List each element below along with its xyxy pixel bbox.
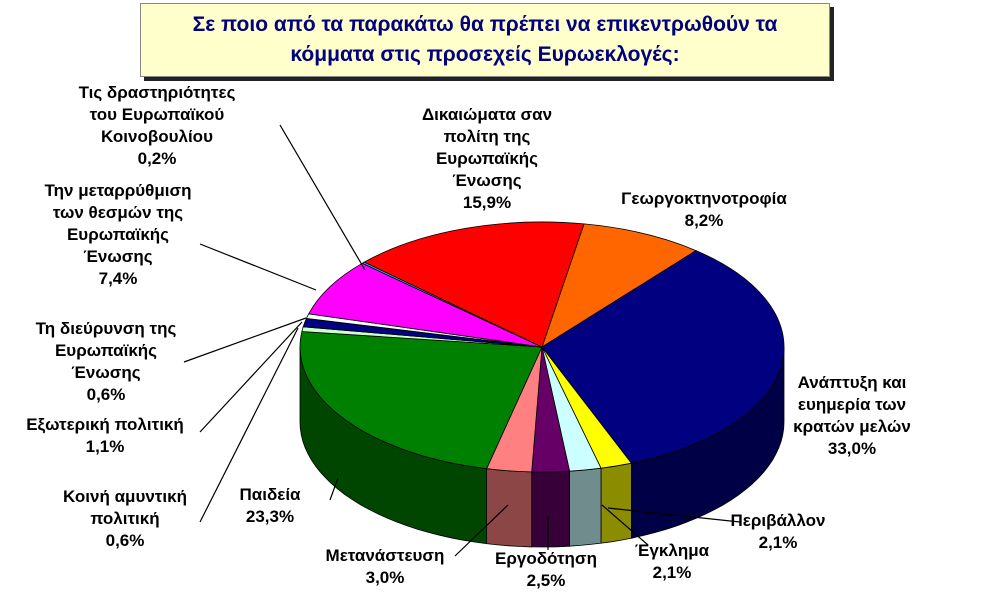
slice-label-line: Τις δραστηριότητες: [78, 83, 236, 102]
leader-line-3: [601, 504, 649, 546]
slice-label-line: Περιβάλλον: [730, 511, 826, 530]
slice-label-line: των θεσμών της: [52, 203, 184, 222]
slice-label-line: Δικαιώματα σαν: [421, 105, 553, 124]
slice-1: [541, 250, 785, 464]
slice-0: [541, 223, 697, 348]
pie-tops: [299, 221, 785, 473]
slice-label-line: του Ευρωπαϊκού: [89, 105, 225, 124]
pie-sides: [299, 346, 785, 548]
slice-label-line: Έγκλημα: [634, 541, 710, 560]
leader-line-5: [454, 504, 509, 557]
slice-percent: 0,6%: [86, 385, 126, 404]
slice-percent: 3,0%: [365, 568, 405, 587]
slice-label-line: Ένωσης: [83, 247, 153, 266]
slice-percent: 1,1%: [85, 437, 125, 456]
slice-label-8: Εξωτερική πολιτική 1,1%: [26, 414, 184, 458]
chart-title: Σε ποιο από τα παρακάτω θα πρέπει να επι…: [140, 3, 830, 77]
slice-label-line: Ευρωπαϊκής: [66, 225, 170, 244]
slice-label-line: Παιδεία: [239, 485, 301, 504]
slice-label-line: Μετανάστευση: [325, 546, 445, 565]
slice-12: [363, 221, 585, 348]
slice-label-line: Εξωτερική πολιτική: [26, 415, 184, 434]
slice-label-5: Μετανάστευση 3,0%: [326, 545, 445, 589]
slice-label-line: Γεωργοκτηνοτροφία: [621, 189, 787, 208]
slice-side-2: [600, 462, 632, 544]
slice-label-line: Κοινοβουλίου: [101, 127, 213, 146]
slice-label-line: Ανάπτυξη και: [797, 373, 907, 392]
slice-label-0: Γεωργοκτηνοτροφία 8,2%: [621, 188, 787, 232]
slice-percent: 0,2%: [137, 149, 177, 168]
slice-label-9: Τη διεύρυνση της Ευρωπαϊκής Ένωσης 0,6%: [36, 318, 177, 406]
slice-label-line: κρατών μελών: [793, 417, 911, 436]
slice-side-3: [569, 467, 602, 547]
slice-percent: 2,5%: [526, 571, 566, 590]
slice-label-line: Κοινή αμυντική: [63, 487, 187, 506]
slice-label-line: ευημερία των: [797, 395, 907, 414]
slice-percent: 8,2%: [684, 211, 724, 230]
leader-line-2: [607, 507, 741, 523]
leader-line-6: [329, 477, 339, 501]
slice-percent: 23,3%: [245, 507, 295, 526]
slice-label-line: Εργοδότηση: [495, 549, 597, 568]
slice-label-line: Ένωσης: [71, 363, 141, 382]
slice-percent: 15,9%: [462, 193, 512, 212]
slice-label-11: Τις δραστηριότητες του Ευρωπαϊκού Κοινοβου…: [79, 82, 236, 170]
slice-label-line: πολιτική: [90, 509, 160, 528]
slice-percent: 7,4%: [98, 269, 138, 288]
slice-percent: 0,6%: [105, 531, 145, 550]
slice-6: [299, 331, 543, 470]
slice-percent: 2,1%: [758, 533, 798, 552]
slice-percent: 33,0%: [827, 439, 877, 458]
slice-label-line: Την μεταρρύθμιση: [44, 181, 192, 200]
slice-side-5: [486, 468, 533, 548]
leader-lines: [183, 124, 741, 557]
slice-label-1: Ανάπτυξη και ευημερία των κρατών μελών 33,0…: [793, 372, 911, 460]
slice-label-line: πολίτη της: [443, 127, 531, 146]
slice-label-7: Κοινή αμυντική πολιτική 0,6%: [63, 486, 187, 552]
slice-label-2: Περιβάλλον 2,1%: [731, 510, 826, 554]
slice-label-line: Ένωσης: [452, 171, 522, 190]
leader-line-9: [183, 317, 307, 363]
slice-label-line: Ευρωπαϊκής: [54, 341, 158, 360]
leader-line-7: [199, 327, 299, 523]
slice-label-10: Την μεταρρύθμιση των θεσμών της Ευρωπαϊκής…: [45, 180, 192, 290]
slice-label-line: Τη διεύρυνση της: [35, 319, 177, 338]
slice-percent: 2,1%: [652, 563, 692, 582]
slice-label-3: Έγκλημα 2,1%: [635, 540, 709, 584]
leader-line-8: [199, 321, 303, 433]
slice-label-line: Ευρωπαϊκής: [435, 149, 539, 168]
slice-label-12: Δικαιώματα σαν πολίτη της Ευρωπαϊκής Ένωσης…: [422, 104, 552, 214]
slice-side-4: [531, 470, 570, 548]
leader-line-10: [199, 243, 317, 291]
leader-line-11: [279, 124, 366, 271]
slice-label-4: Εργοδότηση 2,5%: [495, 548, 597, 592]
slice-label-6: Παιδεία 23,3%: [239, 484, 300, 528]
